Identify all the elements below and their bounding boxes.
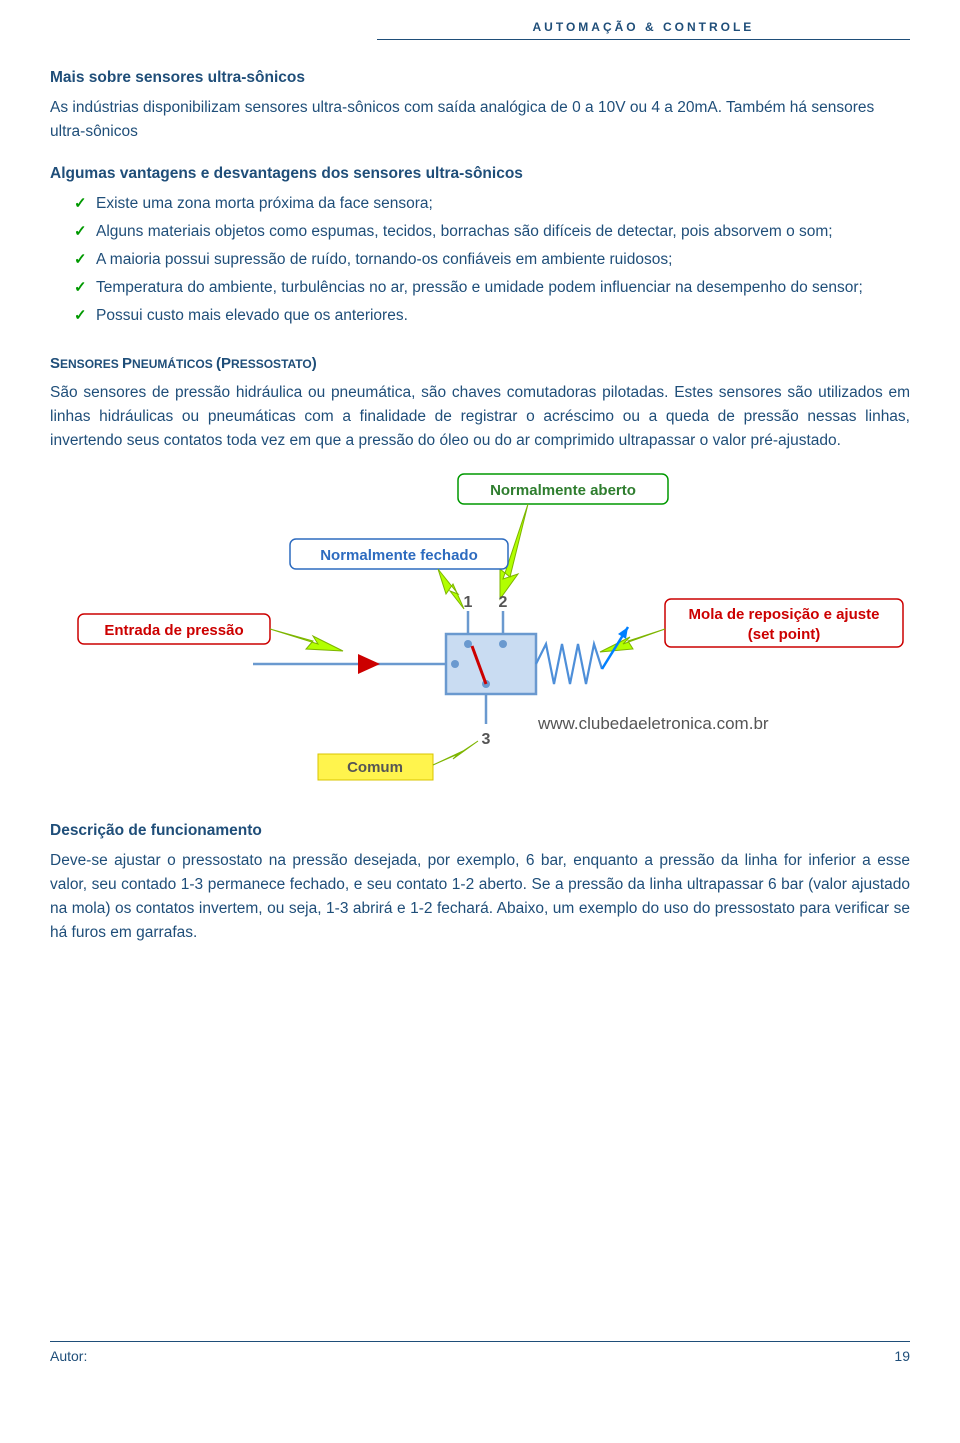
pin-3-label: 3 [482,731,491,748]
paragraph-pressostato: São sensores de pressão hidráulica ou pn… [50,381,910,453]
cap: S [50,355,60,372]
callout-normalmente-fechado: Normalmente fechado [290,539,508,609]
paragraph-descricao: Deve-se ajustar o pressostato na pressão… [50,849,910,945]
list-item: Possui custo mais elevado que os anterio… [74,304,910,328]
callout-entrada-pressao: Entrada de pressão [78,614,343,651]
svg-text:Mola de reposição e ajuste: Mola de reposição e ajuste [689,606,880,623]
list-item: Temperatura do ambiente, turbulências no… [74,276,910,300]
heading-ultrasonic: Mais sobre sensores ultra-sônicos [50,66,910,90]
pin-1-label: 1 [464,594,473,611]
cap: ) [312,355,317,372]
page-header: AUTOMAÇÃO & CONTROLE [377,18,910,40]
svg-text:Comum: Comum [347,759,403,776]
svg-text:Normalmente fechado: Normalmente fechado [320,547,478,564]
page-footer: Autor: 19 [50,1341,910,1368]
heading-pressostato: SENSORES PNEUMÁTICOS (PRESSOSTATO) [50,352,910,375]
spring-icon [536,644,602,684]
lc: NEUMÁTICOS [132,357,216,371]
heading-descricao: Descrição de funcionamento [50,819,910,843]
pressure-triangle-icon [358,654,380,674]
svg-text:Entrada de pressão: Entrada de pressão [104,622,243,639]
callout-mola-reposicao: Mola de reposição e ajuste (set point) [600,599,903,652]
contact-2 [499,640,507,648]
lc: RESSOSTATO [231,357,312,371]
paragraph-intro: As indústrias disponibilizam sensores ul… [50,96,910,144]
pressostato-diagram: Normalmente aberto Normalmente fechado E… [50,469,910,799]
heading-adv-disadv: Algumas vantagens e desvantagens dos sen… [50,162,910,186]
bullet-list: Existe uma zona morta próxima da face se… [50,192,910,328]
diagram-svg: Normalmente aberto Normalmente fechado E… [58,469,908,799]
pin-2-label: 2 [499,594,508,611]
lc: ENSORES [60,357,122,371]
diagram-url: www.clubedaeletronica.com.br [537,714,769,733]
contact-input [451,660,459,668]
callout-normalmente-aberto: Normalmente aberto [458,474,668,599]
footer-author: Autor: [50,1346,87,1368]
label-comum: Comum [318,741,478,780]
cap: P [122,355,132,372]
list-item: A maioria possui supressão de ruído, tor… [74,248,910,272]
footer-page-number: 19 [894,1346,910,1368]
list-item: Alguns materiais objetos como espumas, t… [74,220,910,244]
svg-text:Normalmente aberto: Normalmente aberto [490,482,636,499]
cap: (P [216,355,231,372]
switch-body [446,634,536,694]
list-item: Existe uma zona morta próxima da face se… [74,192,910,216]
svg-text:(set point): (set point) [748,626,821,643]
